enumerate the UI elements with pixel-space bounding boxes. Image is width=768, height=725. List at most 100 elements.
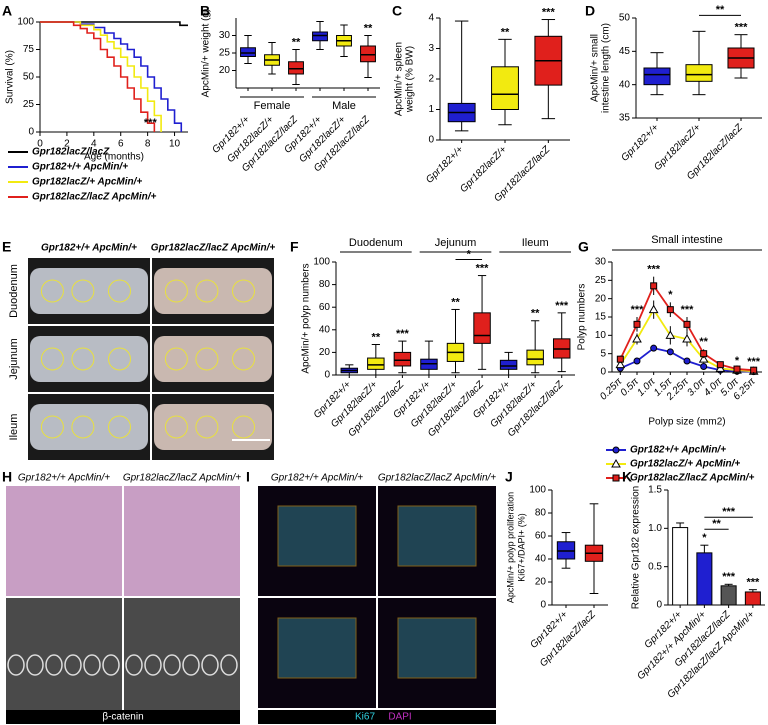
legend-marker xyxy=(612,474,620,482)
box xyxy=(685,64,713,82)
box xyxy=(393,351,412,367)
x-tick-label: 8 xyxy=(145,139,151,150)
significance: *** xyxy=(476,262,490,274)
crypt xyxy=(45,654,63,676)
point xyxy=(716,361,724,369)
crypt xyxy=(182,654,200,676)
significance: ** xyxy=(501,26,510,38)
panel-letter: E xyxy=(2,239,11,255)
crypt xyxy=(201,654,219,676)
group-label: Jejunum xyxy=(435,237,477,249)
group-label: Female xyxy=(254,100,291,112)
panel-letter: K xyxy=(622,469,632,485)
significance: *** xyxy=(746,577,760,589)
y-axis-label: ApcMin/+ weight (g) xyxy=(201,9,212,98)
panel-letter: H xyxy=(2,469,12,485)
significance: * xyxy=(735,355,740,367)
y-tick-label: 0 xyxy=(656,600,662,611)
tissue xyxy=(30,336,148,382)
box xyxy=(526,349,544,366)
y-tick-label: 20 xyxy=(595,293,607,304)
polyp-outline xyxy=(108,415,131,439)
significance: ** xyxy=(451,296,460,308)
tissue xyxy=(30,268,148,314)
crypt xyxy=(102,654,120,676)
significance: ** xyxy=(699,336,708,348)
y-tick-label: 40 xyxy=(619,79,631,90)
bracket-label: *** xyxy=(722,506,736,518)
y-tick-label: 10 xyxy=(595,330,607,341)
crypt xyxy=(64,654,82,676)
y-tick-label: 25 xyxy=(595,275,607,286)
significance: ** xyxy=(531,308,540,320)
significance: * xyxy=(668,289,673,301)
y-axis-label: ApcMin/+ small xyxy=(590,34,601,102)
y-tick-label: 20 xyxy=(219,65,231,76)
polyp-outline xyxy=(71,415,95,439)
bar xyxy=(720,585,737,606)
polyp-outline xyxy=(232,347,255,371)
significance: *** xyxy=(681,304,695,316)
x-tick-label: 10 xyxy=(169,139,181,150)
polyp-outline xyxy=(108,347,131,371)
legend-label: Gpr182lacZ/+ ApcMin/+ xyxy=(32,177,142,188)
point xyxy=(633,357,641,365)
panel-letter: F xyxy=(290,239,299,255)
point xyxy=(650,282,658,290)
crypt xyxy=(163,654,181,676)
y-tick-label: 40 xyxy=(319,324,331,335)
y-tick-label: 0 xyxy=(28,127,34,138)
legend-label: Gpr182+/+ ApcMin/+ xyxy=(630,445,726,456)
y-tick-label: 80 xyxy=(319,279,331,290)
significance: ** xyxy=(372,331,381,343)
point xyxy=(698,354,709,363)
y-tick-label: 75 xyxy=(23,44,35,55)
point xyxy=(700,363,708,370)
group-label: Ileum xyxy=(522,237,549,249)
point xyxy=(733,365,741,373)
y-tick-label: 100 xyxy=(529,485,546,496)
y-axis-label: ApcMin/+ polyp numbers xyxy=(301,263,312,373)
y-tick-label: 20 xyxy=(535,577,547,588)
point xyxy=(633,320,641,328)
y-tick-label: 0 xyxy=(324,370,330,381)
polyp-region xyxy=(397,617,477,679)
panel-letter: J xyxy=(505,469,513,485)
y-tick-label: 3 xyxy=(428,43,434,54)
caption: β-catenin xyxy=(102,712,143,723)
box xyxy=(367,357,385,370)
polyp-outline xyxy=(40,279,64,303)
box xyxy=(240,47,256,57)
tissue xyxy=(154,336,272,382)
y-axis-label: Ki67+/DAPI+ (%) xyxy=(516,513,526,582)
y-axis-label: Polyp numbers xyxy=(577,284,588,351)
significance: *** xyxy=(647,264,661,276)
survival-line xyxy=(40,21,188,27)
point xyxy=(648,304,659,314)
catenin-stain xyxy=(124,598,240,710)
x-tick-label: 4 xyxy=(91,139,97,150)
y-tick-label: 4 xyxy=(428,13,434,24)
catenin-stain xyxy=(6,598,122,710)
y-tick-label: 25 xyxy=(23,99,35,110)
point xyxy=(615,359,626,369)
y-tick-label: 5 xyxy=(600,348,606,359)
box xyxy=(643,67,671,86)
x-tick-label: 0 xyxy=(37,139,43,150)
panel-letter: D xyxy=(585,3,595,19)
y-tick-label: 80 xyxy=(535,508,547,519)
y-axis-label: intestine length (cm) xyxy=(601,23,612,113)
crypt xyxy=(125,654,143,676)
column-header: Gpr182+/+ ApcMin/+ xyxy=(41,243,137,254)
survival-line xyxy=(40,21,156,132)
chart-title: Small intestine xyxy=(651,234,723,246)
y-axis-label: ApcMin/+ polyp proliferation xyxy=(505,492,515,603)
bar xyxy=(744,591,761,606)
point xyxy=(650,344,658,352)
legend-label: Gpr182lacZ/+ ApcMin/+ xyxy=(630,459,740,470)
y-axis-label: Survival (%) xyxy=(5,50,16,104)
y-tick-label: 0 xyxy=(428,135,434,146)
y-tick-label: 60 xyxy=(319,302,331,313)
y-tick-label: 50 xyxy=(619,13,631,24)
row-label: Duodenum xyxy=(8,264,20,318)
